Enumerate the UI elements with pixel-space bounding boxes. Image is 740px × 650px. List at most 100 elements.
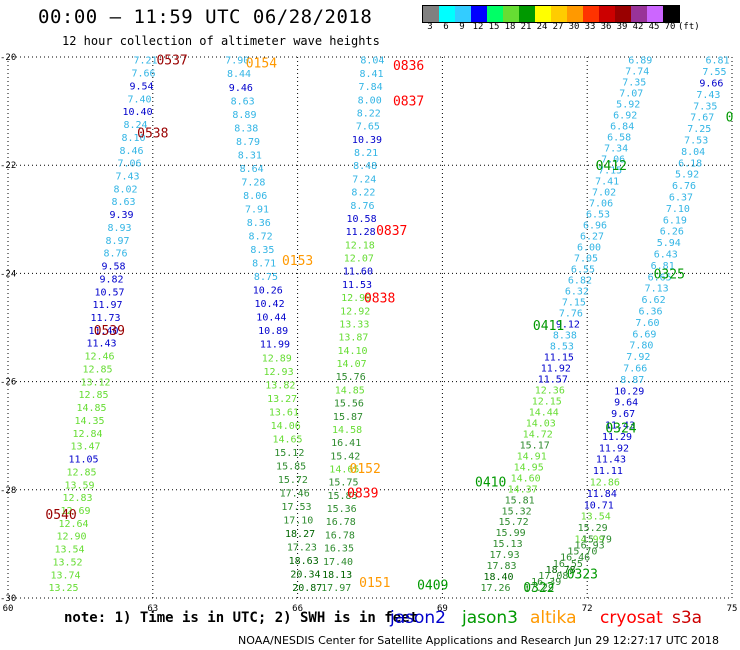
wave-height-value: 7.67 [690,113,714,124]
scale-label: 18 [504,22,516,32]
wave-height-value: 7.35 [622,78,646,89]
scale-swatch [551,6,567,22]
wave-height-value: 11.29 [602,432,632,443]
wave-height-value: 12.69 [60,506,90,517]
wave-height-value: 8.24 [124,120,148,131]
wave-height-value: 8.72 [249,232,273,243]
wave-height-value: 9.67 [611,409,635,420]
wave-height-value: 7.66 [623,363,647,374]
wave-height-value: 18.78 [546,565,576,576]
scale-swatch [647,6,663,22]
wave-height-value: 12.93 [263,367,293,378]
satellite-jason2: jason2 [390,608,446,628]
wave-height-value: 7.65 [356,122,380,133]
wave-height-value: 10.44 [256,313,286,324]
wave-height-value: 17.08 [538,571,568,582]
wave-height-value: 13.27 [267,394,297,405]
wave-height-value: 6.36 [638,306,662,317]
wave-height-value: 14.72 [523,429,553,440]
wave-height-value: 17.40 [323,557,353,568]
wave-height-value: 20.87 [292,583,322,594]
wave-height-value: 18.13 [322,570,352,581]
wave-height-value: 7.10 [666,204,690,215]
wave-height-value: 7.05 [574,254,598,265]
wave-height-value: 8.10 [122,133,146,144]
wave-height-value: 7.91 [245,204,269,215]
scale-swatch [487,6,503,22]
scale-swatch [583,6,599,22]
wave-height-value: 10.26 [253,286,283,297]
wave-height-value: 11.92 [599,443,629,454]
wave-height-value: 13.52 [52,557,82,568]
scale-swatch [663,6,679,22]
wave-height-value: 7.92 [626,352,650,363]
chart-title: 00:00 – 11:59 UTC 06/28/2018 [38,6,373,28]
wave-height-value: 7.84 [359,82,383,93]
wave-height-value: 8.75 [254,272,278,283]
wave-height-value: 12.85 [82,364,112,375]
scale-swatch [439,6,455,22]
wave-height-value: 12.83 [62,493,92,504]
wave-height-value: 8.93 [107,223,131,234]
time-label: 0325 [654,267,685,282]
wave-height-value: 10.39 [352,135,382,146]
wave-height-value: 12.85 [66,467,96,478]
wave-height-value: 6.89 [628,56,652,67]
wave-height-value: 10.89 [258,326,288,337]
wave-height-value: 6.76 [672,181,696,192]
wave-height-value: 14.91 [517,451,547,462]
wave-height-value: 13.61 [269,407,299,418]
time-label: 0839 [347,487,378,502]
wave-height-value: 16.78 [326,517,356,528]
wave-height-value: 8.00 [358,95,382,106]
wave-height-value: 14.85 [335,385,365,396]
wave-height-value: 15.76 [336,372,366,383]
wave-height-value: 12.92 [340,306,370,317]
chart-subtitle: 12 hour collection of altimeter wave hei… [62,34,380,48]
scale-swatch [567,6,583,22]
scale-label: 15 [488,22,500,32]
wave-height-value: 8.35 [250,245,274,256]
wave-height-value: 13.12 [80,377,110,388]
time-label: 0538 [137,127,168,142]
wave-height-value: 9.46 [229,83,253,94]
wave-height-value: 11.43 [605,420,635,431]
wave-height-value: 8.38 [234,123,258,134]
time-label: 0537 [156,54,187,69]
wave-height-value: 13.74 [50,570,80,581]
time-label: 0837 [376,224,407,239]
wave-height-value: 13.54 [581,512,611,523]
scale-label: 39 [616,22,628,32]
wave-height-value: 17.23 [287,543,317,554]
wave-height-value: 12.86 [590,477,620,488]
wave-height-value: 12.85 [78,390,108,401]
wave-height-value: 18.27 [285,529,315,540]
wave-height-value: 7.02 [592,188,616,199]
wave-height-value: 7.40 [128,94,152,105]
wave-height-value: 8.22 [351,188,375,199]
wave-height-value: 7.35 [693,101,717,112]
wave-height-value: 8.71 [252,259,276,270]
wave-height-value: 9.66 [699,79,723,90]
wave-height-value: 7.43 [696,90,720,101]
wave-height-value: 8.46 [120,146,144,157]
time-label: 0411 [533,319,564,334]
wave-height-value: 13.82 [265,380,295,391]
wave-height-value: 14.10 [337,346,367,357]
wave-height-value: 12.46 [84,352,114,363]
wave-height-value: 8.31 [238,150,262,161]
color-scale-labels: 3 6 9 12 15 18 21 24 27 30 33 36 39 42 45 70 (ft) [422,22,699,32]
wave-height-value: 11.53 [342,280,372,291]
scale-swatch [535,6,551,22]
wave-height-value: 16.46 [560,553,590,564]
time-label: 0410 [475,476,506,491]
scale-swatch [503,6,519,22]
wave-height-value: 8.76 [103,249,127,260]
wave-height-value: 15.29 [578,523,608,534]
wave-height-value: 8.63 [111,197,135,208]
wave-height-value: 15.32 [502,506,532,517]
wave-height-value: 14.35 [74,416,104,427]
wave-height-value: 6.37 [669,193,693,204]
wave-height-value: 14.60 [511,473,541,484]
scale-label: 42 [632,22,644,32]
